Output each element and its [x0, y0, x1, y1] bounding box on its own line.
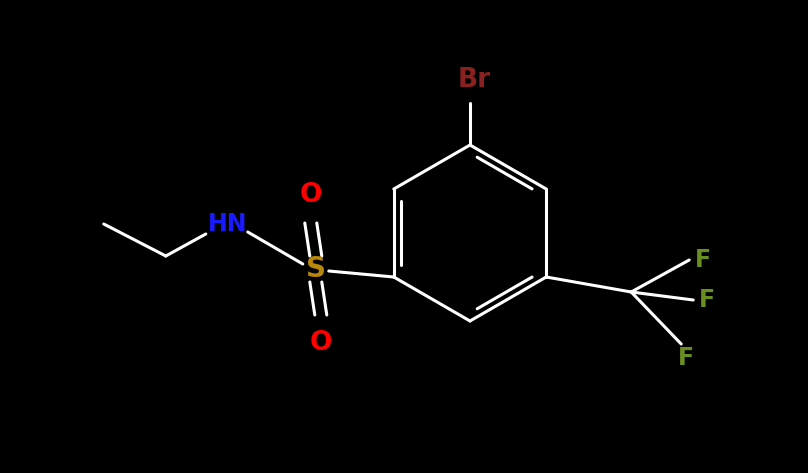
Text: O: O [309, 330, 332, 356]
Text: HN: HN [208, 212, 247, 236]
Text: F: F [699, 288, 715, 312]
Text: Br: Br [457, 67, 490, 93]
Text: F: F [695, 248, 711, 272]
Text: O: O [300, 182, 322, 208]
Text: F: F [678, 346, 694, 370]
Text: S: S [305, 255, 326, 283]
